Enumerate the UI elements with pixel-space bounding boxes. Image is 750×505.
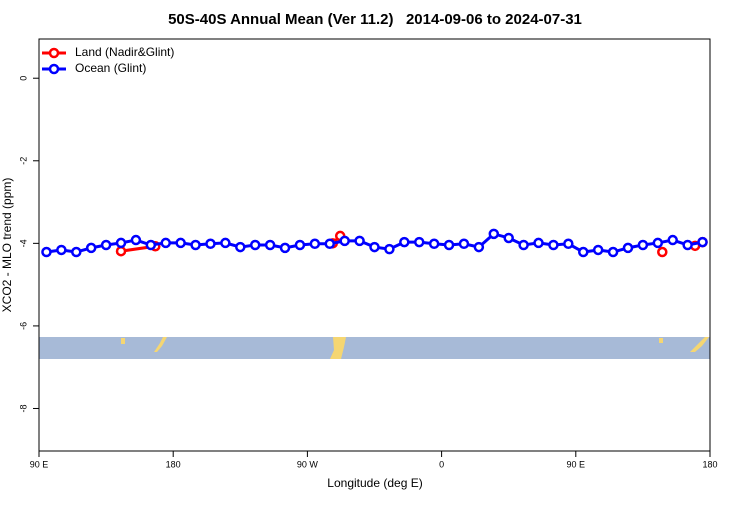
x-tick-label: 180 <box>702 459 717 469</box>
legend-marker <box>48 63 60 75</box>
x-axis-label: Longitude (deg E) <box>327 476 422 490</box>
point <box>473 241 485 253</box>
point <box>190 239 201 251</box>
point <box>115 237 127 249</box>
point <box>175 237 186 249</box>
point <box>249 239 261 251</box>
ocean-band <box>39 337 710 359</box>
point <box>71 246 82 258</box>
x-tick-label: 180 <box>166 459 181 469</box>
legend-label: Ocean (Glint) <box>75 61 146 75</box>
point <box>533 237 544 249</box>
point <box>607 246 619 258</box>
point <box>428 238 440 250</box>
point <box>56 244 67 256</box>
point <box>697 236 708 248</box>
point <box>115 245 127 257</box>
x-tick-label: 0 <box>439 459 444 469</box>
point <box>637 239 649 251</box>
y-tick-label: 0 <box>18 76 28 81</box>
point <box>667 234 678 246</box>
point <box>41 246 52 258</box>
point <box>279 242 291 254</box>
plot-frame <box>38 38 711 452</box>
point <box>160 237 171 249</box>
x-tick-label: 90 E <box>30 459 49 469</box>
point <box>682 239 693 251</box>
chart-title: 50S-40S Annual Mean (Ver 11.2) 2014-09-0… <box>168 11 582 28</box>
point <box>235 241 246 253</box>
point <box>220 237 231 249</box>
point <box>369 241 380 253</box>
y-tick-label: -6 <box>18 322 28 330</box>
y-tick-label: -8 <box>18 404 28 412</box>
point <box>205 238 216 250</box>
point <box>563 238 574 250</box>
point <box>309 238 321 250</box>
legend-label: Land (Nadir&Glint) <box>75 45 174 59</box>
point <box>399 236 410 248</box>
point <box>518 239 529 251</box>
point <box>657 246 668 258</box>
point <box>458 238 470 250</box>
point <box>622 242 634 254</box>
land-shapes <box>121 337 709 359</box>
point <box>85 242 97 254</box>
point <box>264 239 276 251</box>
x-tick-label: 90 W <box>297 459 319 469</box>
point <box>488 228 500 240</box>
y-tick-label: -4 <box>18 239 28 247</box>
point <box>324 238 336 250</box>
point <box>578 246 589 258</box>
point <box>294 239 306 251</box>
y-axis-label: XCO2 - MLO trend (ppm) <box>0 178 14 313</box>
point <box>548 239 559 251</box>
point <box>652 237 664 249</box>
point <box>145 239 157 251</box>
x-tick-label: 90 E <box>567 459 586 469</box>
point <box>339 235 350 247</box>
point <box>592 244 604 256</box>
legend-marker <box>48 47 60 59</box>
point <box>100 239 112 251</box>
point <box>503 232 514 244</box>
point <box>354 235 365 247</box>
point <box>413 236 425 248</box>
y-tick-label: -2 <box>18 157 28 165</box>
point <box>443 239 455 251</box>
map-strip <box>39 337 710 359</box>
point <box>130 234 142 246</box>
point <box>384 243 395 255</box>
